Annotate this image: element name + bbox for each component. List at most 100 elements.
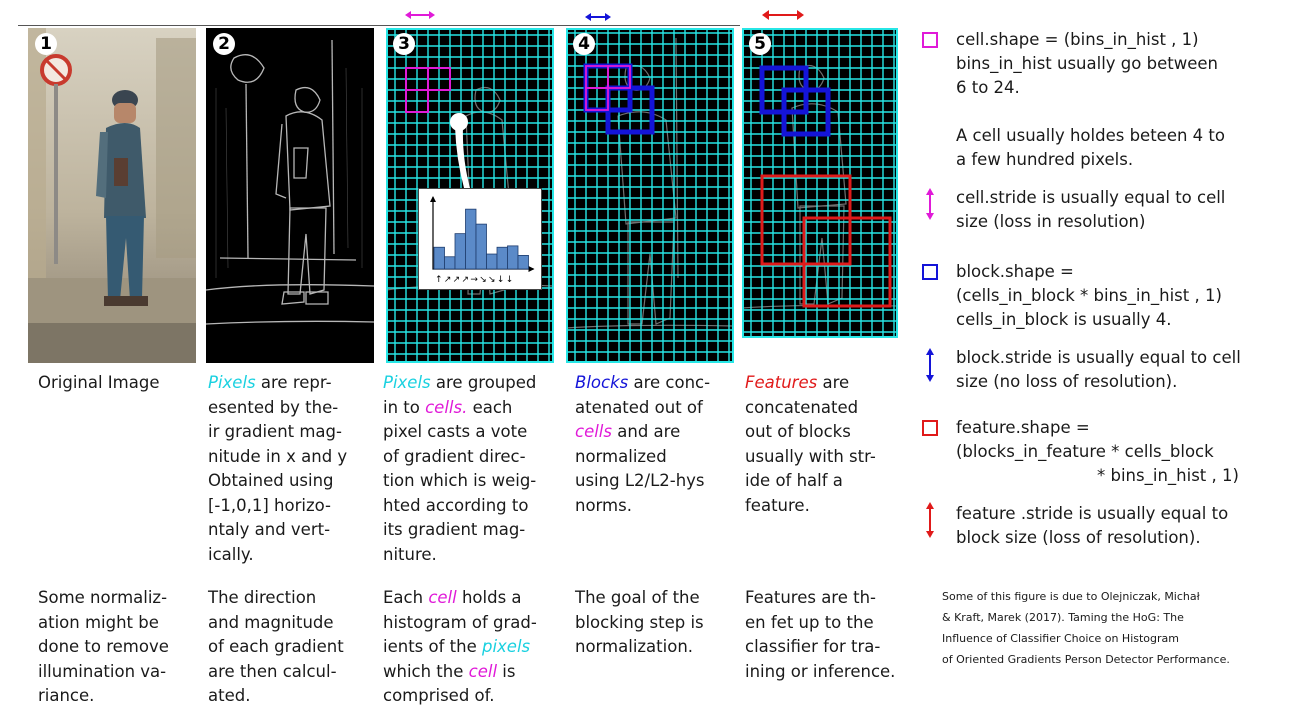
panel-number-3: 3 — [393, 33, 415, 55]
caption-keyword-cell: cell — [428, 588, 457, 607]
caption-classifier: Features are th- en fet up to the classi… — [745, 586, 895, 684]
top-rule — [18, 25, 740, 26]
cell-highlight-2 — [427, 67, 451, 91]
legend-line: block.shape = — [956, 262, 1074, 281]
histogram-direction-glyphs: ↑↗↗↗→↘↘↓↓ — [435, 275, 515, 285]
pixel-to-histogram-pointer — [455, 126, 470, 188]
caption-keyword-pixels: pixels — [481, 637, 531, 656]
caption-line: nitude in x and y — [208, 446, 348, 466]
credit-line: of Oriented Gradients Person Detector Pe… — [942, 653, 1230, 666]
legend-line: bins_in_hist usually go between — [956, 54, 1218, 73]
caption-line: Features are th- — [745, 588, 877, 607]
caption-line: esented by the- — [208, 397, 339, 417]
histogram-bar — [444, 256, 456, 270]
legend-line: cell.shape = (bins_in_hist , 1) — [956, 30, 1199, 49]
legend-line: block size (loss of resolution). — [956, 528, 1201, 547]
legend-cell-stride-arrow — [926, 188, 934, 220]
caption-line: comprised of. — [383, 686, 495, 705]
caption-line: histogram of grad- — [383, 612, 537, 632]
legend-cell-square — [922, 32, 938, 48]
cell-stride-arrow-top — [405, 11, 435, 19]
histogram-bar — [475, 223, 487, 270]
histogram-y-arrow — [430, 196, 436, 202]
caption-pixels-gradient: Pixels are repr- esented by the- ir grad… — [208, 371, 347, 567]
caption-line: concatenated — [745, 397, 859, 417]
legend-feature-square — [922, 420, 938, 436]
caption-line: and magnitude — [208, 612, 334, 632]
legend-line: 6 to 24. — [956, 78, 1020, 97]
panel-number-2: 2 — [213, 33, 235, 55]
legend-line: (blocks_in_feature * cells_block — [956, 442, 1214, 461]
caption-keyword-cells: cells — [575, 422, 612, 441]
feature-highlight-2 — [802, 216, 892, 308]
legend-feature-shape: feature.shape = (blocks_in_feature * cel… — [956, 416, 1239, 488]
caption-line: Pixels are grouped — [383, 371, 536, 396]
caption-line: Original Image — [38, 373, 160, 392]
caption-features: Features are concatenated out of blocks … — [745, 371, 876, 518]
legend-cell-stride: cell.stride is usually equal to cell siz… — [956, 186, 1225, 234]
caption-text: are conc- — [628, 373, 711, 392]
caption-text: which the — [383, 661, 469, 681]
panel-cells-grid: ↑↗↗↗→↘↘↓↓ 3 — [386, 28, 554, 363]
legend-line: size (no loss of resolution). — [956, 372, 1178, 391]
caption-line: hted according to — [383, 495, 529, 515]
caption-text: are grouped — [430, 373, 537, 392]
histogram-bar — [465, 208, 477, 270]
block-cell-2 — [607, 65, 631, 89]
caption-line: ated. — [208, 686, 251, 705]
credit-line: Influence of Classifier Choice on Histog… — [942, 632, 1179, 645]
caption-line: Features are — [745, 371, 876, 396]
legend-line: block.stride is usually equal to cell — [956, 348, 1241, 367]
grid-border — [386, 28, 554, 363]
panel-features-grid: 5 — [742, 28, 898, 338]
histogram-chart: ↑↗↗↗→↘↘↓↓ — [430, 196, 535, 285]
caption-line: [-1,0,1] horizo- — [208, 495, 331, 515]
feature-block-2 — [781, 87, 831, 137]
caption-text: holds a — [456, 588, 522, 607]
caption-line: tion which is weig- — [383, 471, 537, 490]
legend-block-square — [922, 264, 938, 280]
legend-line: size (loss in resolution) — [956, 212, 1146, 231]
caption-line: atenated out of — [575, 397, 703, 417]
caption-line: en fet up to the — [745, 612, 874, 632]
caption-line: are then calcul- — [208, 661, 337, 681]
caption-line: feature. — [745, 495, 810, 515]
caption-line: cells and are — [575, 420, 710, 445]
histogram-bar — [496, 246, 508, 270]
legend-line: A cell usually holdes beteen 4 to — [956, 126, 1225, 145]
caption-line: norms. — [575, 495, 632, 515]
caption-line: normalization. — [575, 637, 694, 656]
caption-text: each — [467, 397, 513, 417]
legend-line: (cells_in_block * bins_in_hist , 1) — [956, 286, 1222, 305]
caption-line: Obtained using — [208, 471, 334, 490]
caption-normalization: Some normaliz- ation might be done to re… — [38, 586, 169, 709]
legend-block-shape: block.shape = (cells_in_block * bins_in_… — [956, 260, 1222, 332]
caption-line: blocking step is — [575, 612, 704, 632]
caption-text: are repr- — [255, 373, 332, 392]
panel-number-5: 5 — [749, 33, 771, 55]
credit-line: Some of this figure is due to Olejniczak… — [942, 590, 1200, 603]
panel-number-4: 4 — [573, 33, 595, 55]
caption-text: Each — [383, 588, 429, 607]
caption-line: ide of half a — [745, 471, 843, 490]
feature-stride-arrow-top — [762, 10, 804, 20]
caption-line: The goal of the — [575, 588, 700, 607]
caption-keyword-pixels: Pixels — [208, 373, 256, 392]
caption-keyword-features: Features — [745, 373, 818, 392]
legend-line: feature.shape = — [956, 418, 1090, 437]
caption-line: its gradient mag- — [383, 520, 526, 539]
legend-block-stride: block.stride is usually equal to cell si… — [956, 346, 1241, 394]
caption-line: of gradient direc- — [383, 446, 526, 466]
caption-text: in to — [383, 397, 426, 417]
histogram-bar — [454, 233, 466, 270]
caption-line: Pixels are repr- — [208, 371, 347, 396]
caption-line: done to remove — [38, 637, 169, 656]
legend-cell-shape: cell.shape = (bins_in_hist , 1) bins_in_… — [956, 28, 1218, 100]
citation-credit: Some of this figure is due to Olejniczak… — [942, 586, 1230, 670]
caption-line: ining or inference. — [745, 661, 896, 681]
caption-line: niture. — [383, 544, 437, 564]
histogram-bar — [433, 246, 445, 270]
legend-line: cell.stride is usually equal to cell — [956, 188, 1226, 207]
legend-feature-stride: feature .stride is usually equal to bloc… — [956, 502, 1228, 550]
panel-original-image: 1 — [28, 28, 196, 363]
